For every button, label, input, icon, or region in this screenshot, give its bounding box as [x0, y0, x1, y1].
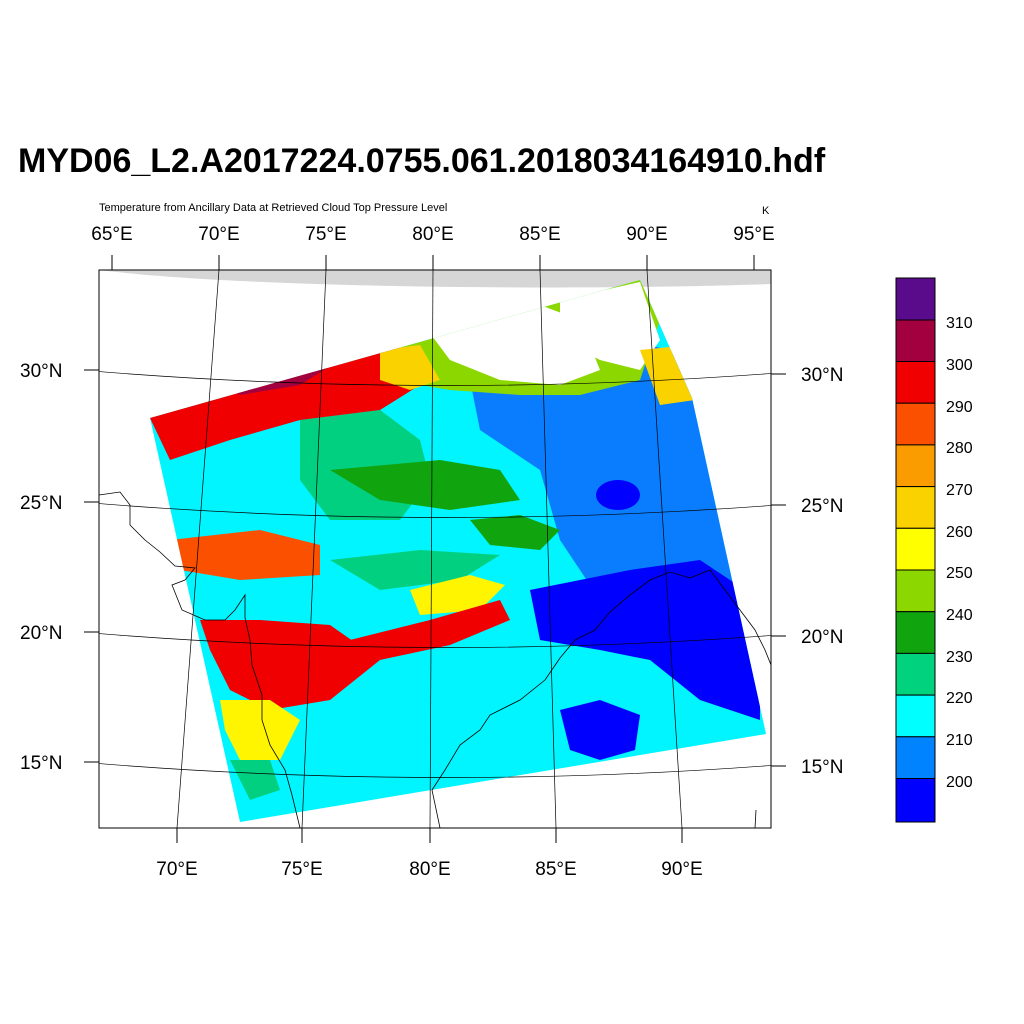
top-lon-labels: 65°E 70°E 75°E 80°E 85°E 90°E 95°E [91, 224, 774, 245]
top-lon-label: 75°E [305, 224, 346, 245]
bottom-lon-labels: 70°E 75°E 80°E 85°E 90°E [156, 859, 702, 880]
bottom-lon-label: 85°E [535, 859, 576, 880]
lon-line-80e [429, 270, 434, 828]
units-label: K [762, 205, 770, 217]
temperature-region [220, 700, 300, 760]
map-area [99, 270, 771, 828]
lon-line-70e [176, 270, 220, 828]
colorbar-swatch [895, 778, 936, 823]
lon-line-75e [301, 270, 327, 828]
temperature-region [170, 530, 320, 580]
bottom-lon-label: 70°E [156, 859, 197, 880]
top-lon-label: 85°E [519, 224, 560, 245]
temperature-region [330, 460, 520, 510]
temperature-region [410, 575, 505, 615]
temperature-region [530, 560, 760, 720]
temperature-region [350, 600, 510, 660]
colorbar-label: 250 [946, 565, 973, 582]
top-lon-label: 95°E [733, 224, 774, 245]
graticule [99, 270, 771, 828]
left-lat-label: 15°N [20, 753, 62, 774]
colorbar-label: 280 [946, 440, 973, 457]
colorbar-label: 270 [946, 482, 973, 499]
colorbar-label: 300 [946, 357, 973, 374]
map-frame [98, 269, 772, 829]
colorbar-swatch [895, 361, 936, 404]
bottom-lon-ticks [176, 828, 683, 843]
colorbar-label: 200 [946, 774, 973, 791]
colorbar-swatch [895, 652, 936, 696]
colorbar-label: 230 [946, 649, 973, 666]
colorbar-labels: 200 210 220 230 240 250 260 270 280 290 … [946, 315, 973, 791]
temperature-region [380, 345, 440, 390]
temperature-region [560, 700, 640, 760]
lat-line-30n [99, 371, 771, 386]
coastline-fragment [754, 809, 757, 828]
coastline-east-india [431, 569, 771, 828]
coastline-west-india [99, 491, 301, 828]
top-lon-label: 65°E [91, 224, 132, 245]
right-lat-label: 30°N [801, 365, 843, 386]
top-lon-label: 90°E [626, 224, 667, 245]
plot-title: MYD06_L2.A2017224.0755.061.2018034164910… [18, 142, 826, 180]
top-lon-label: 80°E [412, 224, 453, 245]
top-lon-label: 70°E [198, 224, 239, 245]
colorbar-swatch [895, 611, 936, 654]
left-lat-label: 30°N [20, 361, 62, 382]
left-lat-label: 25°N [20, 493, 62, 514]
coastlines [99, 491, 771, 828]
colorbar-label: 260 [946, 524, 973, 541]
temperature-region [470, 515, 560, 550]
lat-line-25n [99, 503, 771, 518]
bottom-lon-label: 75°E [281, 859, 322, 880]
right-lat-label: 15°N [801, 757, 843, 778]
colorbar-swatch [895, 277, 936, 321]
data-swath [150, 280, 766, 822]
lon-line-85e [539, 270, 557, 828]
colorbar-swatch [895, 527, 936, 571]
plot-subtitle: Temperature from Ancillary Data at Retri… [99, 202, 447, 214]
colorbar-swatch [895, 444, 936, 488]
colorbar-label: 290 [946, 399, 973, 416]
top-lon-ticks [111, 255, 755, 270]
lon-line-90e [646, 270, 683, 828]
bottom-lon-label: 80°E [409, 859, 450, 880]
lat-line-15n [99, 763, 771, 778]
colorbar [895, 277, 936, 823]
colorbar-label: 240 [946, 607, 973, 624]
right-lat-labels: 30°N 25°N 20°N 15°N [801, 365, 843, 778]
colorbar-label: 310 [946, 315, 973, 332]
left-lat-labels: 30°N 25°N 20°N 15°N [20, 361, 62, 774]
bottom-lon-label: 90°E [661, 859, 702, 880]
lat-line-20n [99, 633, 771, 648]
left-lat-label: 20°N [20, 623, 62, 644]
left-lat-ticks [84, 369, 99, 763]
colorbar-swatch [895, 319, 936, 362]
right-lat-label: 25°N [801, 496, 843, 517]
right-lat-ticks [771, 373, 786, 767]
colorbar-swatch [895, 486, 936, 529]
colorbar-label: 210 [946, 732, 973, 749]
colorbar-label: 220 [946, 690, 973, 707]
colorbar-swatch [895, 736, 936, 779]
colorbar-swatch [895, 569, 936, 613]
colorbar-swatch [895, 694, 936, 738]
temperature-region [596, 480, 640, 510]
temperature-region [230, 760, 280, 800]
right-lat-label: 20°N [801, 627, 843, 648]
colorbar-swatch [895, 402, 936, 446]
temperature-region [560, 282, 660, 370]
off-globe-region [99, 270, 771, 288]
